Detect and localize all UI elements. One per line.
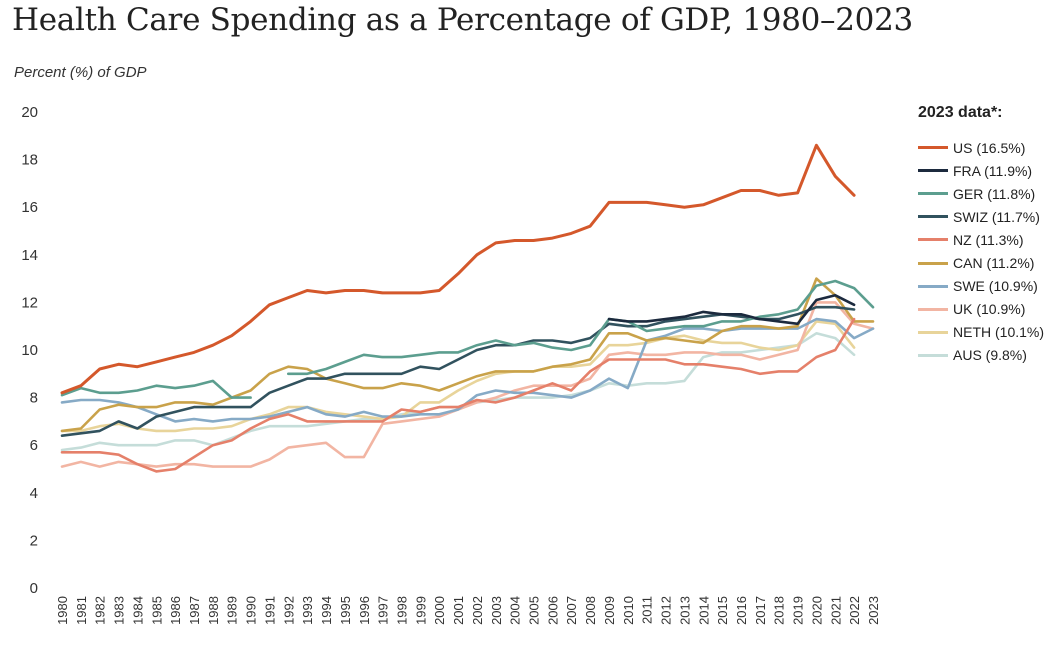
y-tick-label: 10 [21, 342, 38, 359]
x-tick-label: 1999 [413, 596, 428, 625]
x-tick-label: 1990 [244, 596, 259, 625]
legend-items: US (16.5%) FRA (11.9%) GER (11.8%) SWIZ (11… [918, 136, 1044, 367]
legend-swatch [918, 353, 948, 357]
x-tick-label: 2013 [677, 596, 692, 625]
x-tick-label: 1981 [74, 596, 89, 625]
legend-item: FRA (11.9%) [918, 159, 1044, 182]
series-line-nz [60, 317, 856, 473]
y-tick-label: 14 [21, 247, 38, 264]
legend-item: UK (10.9%) [918, 298, 1044, 321]
legend-label: FRA (11.9%) [953, 162, 1033, 179]
x-tick-label: 1987 [187, 596, 202, 625]
x-tick-label: 2003 [489, 596, 504, 625]
y-tick-label: 8 [30, 390, 38, 407]
legend-item: AUS (9.8%) [918, 344, 1044, 367]
x-tick-label: 1980 [55, 596, 70, 625]
x-tick-label: 2006 [545, 596, 560, 625]
series-line-uk [60, 301, 875, 468]
y-tick-label: 2 [30, 532, 38, 549]
x-tick-label: 1995 [338, 596, 353, 625]
x-tick-label: 2012 [659, 596, 674, 625]
x-tick-label: 2019 [791, 596, 806, 625]
x-tick-label: 2002 [470, 596, 485, 625]
y-tick-label: 16 [21, 199, 38, 216]
y-tick-label: 6 [30, 437, 38, 454]
y-axis-label: Percent (%) of GDP [14, 64, 147, 81]
legend-label: NZ (11.3%) [953, 231, 1024, 248]
x-tick-label: 1982 [93, 596, 108, 625]
y-tick-label: 4 [30, 485, 38, 502]
legend-swatch [918, 307, 948, 311]
series-line-ger [60, 279, 875, 399]
x-tick-label: 2007 [564, 596, 579, 625]
legend-label: US (16.5%) [953, 139, 1026, 156]
x-tick-label: 2017 [753, 596, 768, 625]
series-line-us [60, 143, 856, 395]
legend-item: SWIZ (11.7%) [918, 205, 1044, 228]
y-tick-label: 18 [21, 152, 38, 169]
x-tick-label: 2009 [602, 596, 617, 625]
legend-label: NETH (10.1%) [953, 324, 1045, 341]
y-tick-label: 0 [30, 580, 38, 597]
x-tick-label: 1992 [281, 596, 296, 625]
legend-label: UK (10.9%) [953, 301, 1026, 318]
legend-swatch [918, 169, 948, 173]
series-line-can [60, 277, 875, 433]
x-tick-label: 1986 [168, 596, 183, 625]
legend-swatch [918, 192, 948, 196]
x-tick-label: 1996 [357, 596, 372, 625]
legend-swatch [918, 146, 948, 150]
x-tick-label: 1984 [130, 596, 145, 625]
legend-item: NETH (10.1%) [918, 321, 1044, 344]
x-tick-label: 1994 [319, 596, 334, 625]
x-tick-label: 2005 [527, 596, 542, 625]
x-tick-label: 2008 [583, 596, 598, 625]
x-tick-label: 1985 [149, 596, 164, 625]
x-tick-label: 1998 [394, 596, 409, 625]
legend-title: 2023 data*: [918, 104, 1003, 121]
legend-swatch [918, 238, 948, 242]
x-tick-label: 1993 [300, 596, 315, 625]
chart-title: Health Care Spending as a Percentage of … [12, 2, 913, 38]
y-tick-label: 20 [21, 104, 38, 121]
x-tick-label: 2000 [432, 596, 447, 625]
x-tick-label: 2018 [772, 596, 787, 625]
x-tick-label: 2004 [508, 596, 523, 625]
legend-swatch [918, 330, 948, 334]
legend-item: NZ (11.3%) [918, 228, 1044, 251]
legend-label: AUS (9.8%) [953, 347, 1027, 364]
x-tick-label: 1989 [225, 596, 240, 625]
x-tick-label: 1997 [376, 596, 391, 625]
x-tick-label: 2020 [809, 596, 824, 625]
legend-item: GER (11.8%) [918, 182, 1044, 205]
legend-label: SWE (10.9%) [953, 278, 1038, 295]
legend: 2023 data*: US (16.5%) FRA (11.9%) GER (11… [918, 104, 1044, 367]
legend-item: US (16.5%) [918, 136, 1044, 159]
x-tick-label: 2023 [866, 596, 881, 625]
legend-label: GER (11.8%) [953, 185, 1036, 202]
x-tick-label: 1988 [206, 596, 221, 625]
legend-swatch [918, 261, 948, 265]
legend-swatch [918, 215, 948, 219]
x-tick-label: 2016 [734, 596, 749, 625]
x-tick-label: 2015 [715, 596, 730, 625]
x-tick-label: 2021 [828, 596, 843, 625]
series-line-neth [60, 320, 856, 433]
legend-label: SWIZ (11.7%) [953, 208, 1040, 225]
legend-swatch [918, 284, 948, 288]
legend-item: CAN (11.2%) [918, 251, 1044, 274]
series-line-fra [607, 294, 856, 326]
y-tick-label: 12 [21, 294, 38, 311]
x-tick-label: 2001 [451, 596, 466, 625]
x-tick-label: 1991 [262, 596, 277, 625]
x-tick-label: 2011 [640, 596, 655, 624]
x-tick-label: 2022 [847, 596, 862, 625]
x-tick-label: 2010 [621, 596, 636, 625]
legend-item: SWE (10.9%) [918, 275, 1044, 298]
legend-label: CAN (11.2%) [953, 255, 1035, 272]
x-tick-label: 2014 [696, 596, 711, 625]
x-tick-label: 1983 [112, 596, 127, 625]
